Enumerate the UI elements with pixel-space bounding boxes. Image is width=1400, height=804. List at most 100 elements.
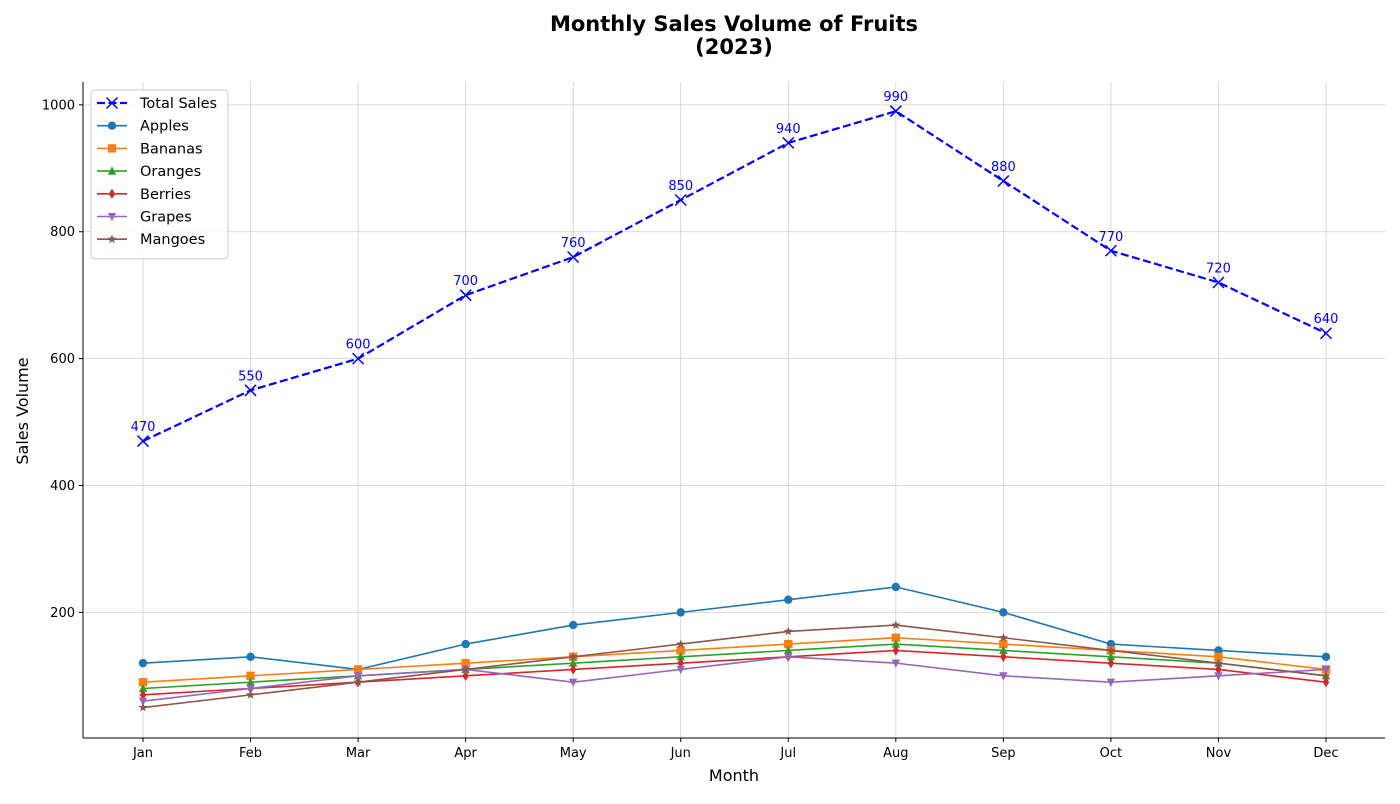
x-axis-label: Month bbox=[709, 766, 759, 785]
data-point-bananas bbox=[784, 639, 793, 649]
data-point-oranges bbox=[891, 639, 901, 648]
x-tick-label: Mar bbox=[346, 746, 371, 761]
data-point-berries bbox=[462, 670, 469, 682]
data-point-total-sales bbox=[889, 105, 902, 118]
x-tick-label: May bbox=[560, 746, 587, 761]
legend-marker-icon bbox=[107, 212, 117, 222]
legend-marker-icon bbox=[105, 96, 119, 110]
legend-marker-icon bbox=[107, 121, 117, 130]
y-tick-label: 800 bbox=[50, 225, 75, 240]
legend-marker-icon bbox=[108, 188, 116, 199]
legend-marker-icon bbox=[107, 166, 117, 175]
data-point-total-sales bbox=[1104, 244, 1117, 257]
data-point-mangoes bbox=[998, 632, 1008, 642]
data-point-total-sales bbox=[567, 251, 580, 264]
data-point-mangoes bbox=[461, 664, 471, 674]
series-line-oranges bbox=[142, 643, 1327, 690]
data-point-mangoes bbox=[676, 639, 686, 648]
series-grapes bbox=[138, 653, 1331, 707]
series-berries bbox=[139, 645, 1330, 701]
grid-lines bbox=[83, 82, 1385, 738]
y-tick-label: 400 bbox=[50, 479, 75, 494]
data-point-berries bbox=[1322, 676, 1330, 688]
data-labels: 470 550 600 700 760 850 940 990 880 770 720 640 bbox=[131, 90, 1339, 435]
data-point-mangoes bbox=[783, 626, 793, 636]
legend-marker-icon bbox=[107, 234, 117, 244]
data-point-apples bbox=[568, 620, 578, 630]
x-tick-label: Feb bbox=[239, 746, 262, 761]
data-point-grapes bbox=[138, 697, 148, 707]
data-label-total-sales: 700 bbox=[453, 274, 478, 289]
x-tick-label: Aug bbox=[883, 746, 908, 761]
legend-item-grapes: Grapes bbox=[97, 210, 192, 226]
legend: Total Sales Apples Bananas Oranges Berries Gr… bbox=[90, 89, 229, 260]
x-tick-label: Nov bbox=[1206, 746, 1232, 761]
x-tick-label: Jan bbox=[132, 746, 153, 761]
series-apples bbox=[138, 582, 1331, 674]
data-point-grapes bbox=[246, 684, 255, 694]
data-point-total-sales bbox=[244, 384, 257, 397]
data-point-grapes bbox=[784, 653, 793, 662]
data-point-apples bbox=[461, 639, 470, 649]
data-point-apples bbox=[891, 582, 901, 592]
x-tick-label: Apr bbox=[454, 746, 477, 761]
series-line-grapes bbox=[142, 655, 1327, 702]
data-point-berries bbox=[677, 657, 684, 669]
data-point-bananas bbox=[138, 677, 148, 687]
series-line-berries bbox=[142, 649, 1327, 696]
data-point-grapes bbox=[1214, 672, 1223, 681]
data-point-apples bbox=[784, 595, 793, 604]
data-label-total-sales: 550 bbox=[238, 369, 263, 384]
data-point-apples bbox=[999, 608, 1008, 617]
data-point-mangoes bbox=[891, 620, 901, 629]
data-point-bananas bbox=[891, 633, 901, 642]
data-label-total-sales: 640 bbox=[1314, 312, 1339, 327]
data-point-apples bbox=[1106, 639, 1116, 649]
data-point-oranges bbox=[568, 658, 578, 667]
data-point-mangoes bbox=[1106, 645, 1116, 655]
data-point-apples bbox=[1214, 646, 1223, 655]
legend-label: Grapes bbox=[140, 210, 192, 226]
data-point-bananas bbox=[353, 665, 363, 674]
legend-marker-icon bbox=[107, 144, 117, 153]
series-line-total-sales bbox=[142, 110, 1327, 443]
axes: Jan Feb Mar Apr May Jun Jul Aug Sep Oct Nov Dec 200 4… bbox=[42, 82, 1385, 761]
series-total-sales bbox=[136, 105, 1333, 448]
data-point-total-sales bbox=[674, 193, 687, 207]
data-label-total-sales: 760 bbox=[561, 236, 586, 251]
legend-item-total-sales: Total Sales bbox=[97, 96, 217, 112]
data-point-total-sales bbox=[1319, 327, 1333, 340]
data-point-oranges bbox=[999, 645, 1008, 655]
data-point-berries bbox=[1107, 657, 1115, 669]
data-point-mangoes bbox=[353, 677, 363, 687]
data-point-bananas bbox=[1214, 652, 1223, 661]
data-point-grapes bbox=[568, 678, 578, 687]
data-label-total-sales: 600 bbox=[346, 338, 371, 353]
chart-subtitle: (2023) bbox=[695, 35, 773, 59]
legend-label: Mangoes bbox=[140, 232, 205, 248]
data-point-bananas bbox=[246, 671, 255, 681]
y-tick-label: 600 bbox=[50, 352, 75, 367]
x-tick-label: Oct bbox=[1100, 746, 1122, 761]
data-point-apples bbox=[138, 658, 148, 668]
legend-label: Total Sales bbox=[139, 96, 217, 112]
data-point-total-sales bbox=[1212, 276, 1225, 289]
data-point-berries bbox=[1215, 664, 1222, 675]
data-label-total-sales: 850 bbox=[668, 179, 693, 194]
data-point-mangoes bbox=[245, 690, 256, 699]
legend-label: Apples bbox=[140, 119, 189, 135]
data-point-grapes bbox=[1106, 678, 1116, 687]
data-label-total-sales: 470 bbox=[131, 420, 156, 435]
data-point-mangoes bbox=[568, 651, 578, 661]
data-point-total-sales bbox=[997, 174, 1010, 188]
legend-label: Oranges bbox=[140, 164, 201, 180]
data-point-berries bbox=[1000, 651, 1007, 662]
data-label-total-sales: 720 bbox=[1206, 261, 1231, 276]
data-point-berries bbox=[892, 645, 900, 656]
legend-item-bananas: Bananas bbox=[97, 141, 203, 157]
legend-item-oranges: Oranges bbox=[97, 164, 201, 180]
data-point-oranges bbox=[138, 683, 148, 693]
series-lines bbox=[136, 105, 1333, 712]
x-tick-label: Jul bbox=[779, 746, 796, 761]
